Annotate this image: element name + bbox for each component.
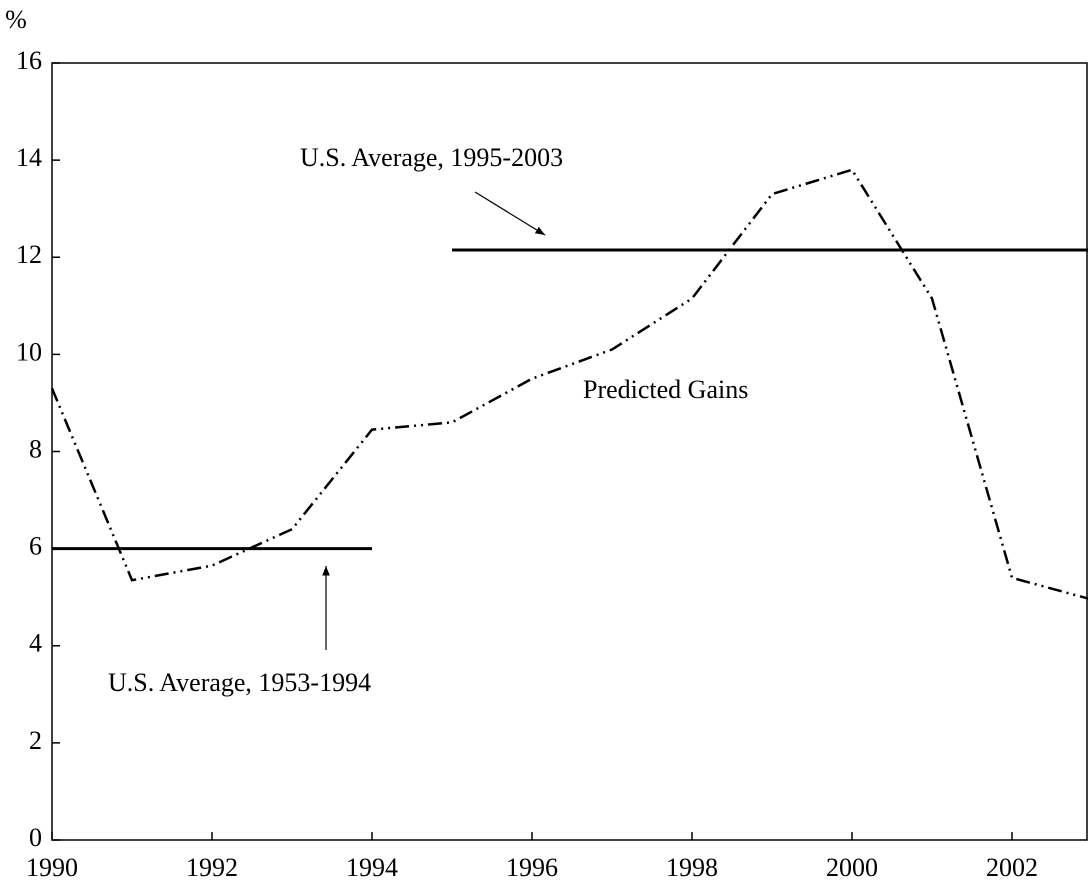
annotation-arrow — [474, 191, 546, 236]
y-tick-label: 2 — [29, 726, 42, 755]
reference-label: U.S. Average, 1953-1994 — [108, 668, 371, 697]
x-tick-label: 1994 — [346, 853, 398, 882]
y-tick-label: 10 — [16, 337, 42, 366]
x-tick-label: 1990 — [26, 853, 78, 882]
y-tick-label: 6 — [29, 532, 42, 561]
x-tick-label: 1996 — [506, 853, 558, 882]
plot-frame — [51, 62, 1088, 841]
x-tick-label: 1992 — [186, 853, 238, 882]
y-tick-label: 16 — [16, 46, 42, 75]
data-line — [50, 168, 1088, 600]
x-tick-label: 2000 — [826, 853, 878, 882]
y-tick-label: 12 — [16, 240, 42, 269]
reference-label: U.S. Average, 1995-2003 — [300, 143, 563, 172]
y-tick-label: 8 — [29, 434, 42, 463]
x-tick-label: 1998 — [666, 853, 718, 882]
x-tick-label: 2002 — [986, 853, 1038, 882]
y-tick-label: 4 — [29, 629, 42, 658]
y-tick-label: 14 — [16, 143, 42, 172]
y-axis-label: % — [5, 5, 27, 34]
y-tick-label: 0 — [29, 823, 42, 852]
series-label: Predicted Gains — [583, 375, 748, 404]
